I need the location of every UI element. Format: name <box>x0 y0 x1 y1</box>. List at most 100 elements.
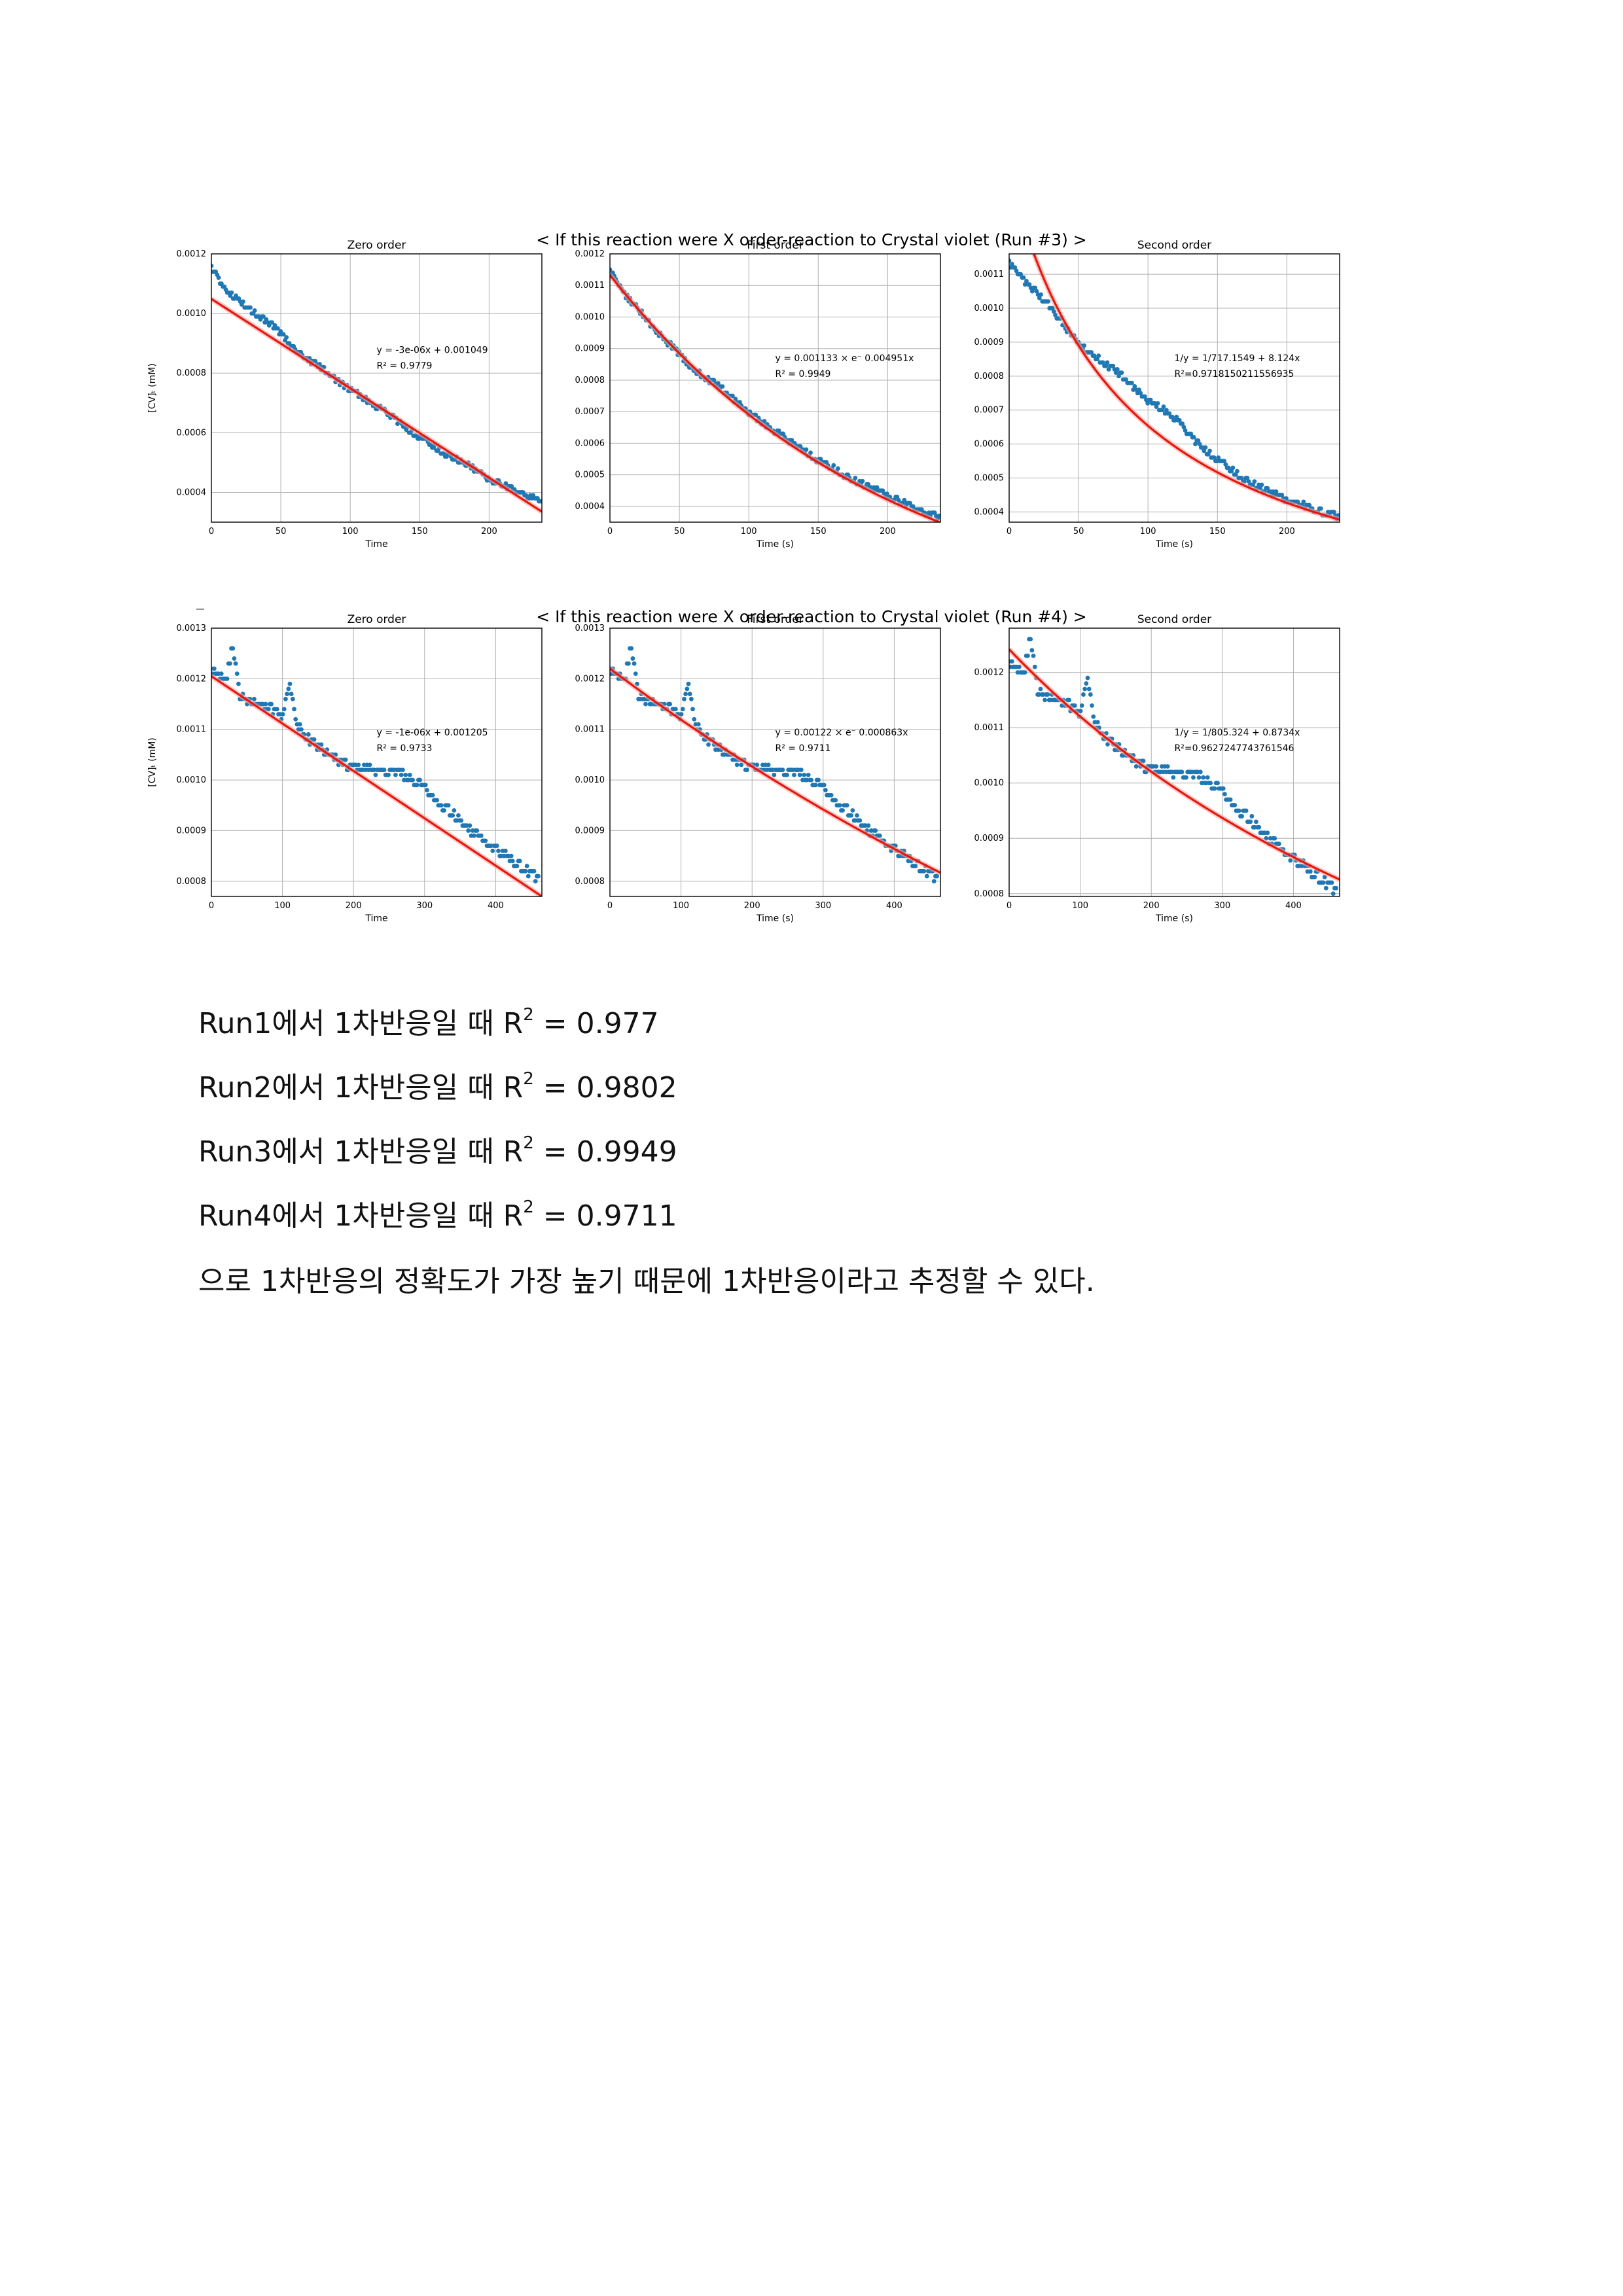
data-point <box>1323 885 1329 891</box>
data-point <box>274 707 279 712</box>
data-point <box>1085 675 1090 680</box>
data-point <box>813 783 818 788</box>
y-tick-label: 0.0011 <box>575 725 605 735</box>
x-tick-label: 0 <box>1007 901 1012 911</box>
data-point <box>400 768 405 773</box>
data-point <box>1307 503 1312 508</box>
data-point <box>1009 659 1014 664</box>
y-tick-label: 0.0010 <box>177 775 207 785</box>
fit-annotation: 1/y = 1/805.324 + 0.8734x <box>1175 728 1300 738</box>
y-tick-label: 0.0008 <box>575 877 605 887</box>
data-point <box>1078 709 1083 714</box>
x-tick-label: 100 <box>673 901 689 911</box>
data-point <box>1254 819 1258 824</box>
data-point <box>297 722 302 727</box>
x-axis-label: Time <box>365 539 387 550</box>
x-tick-label: 100 <box>741 527 757 537</box>
data-point <box>1257 824 1262 830</box>
data-point <box>1174 414 1179 419</box>
data-point <box>1137 387 1141 392</box>
data-point <box>1038 686 1043 692</box>
data-point <box>230 646 236 651</box>
data-point <box>629 646 634 651</box>
x-tick-label: 150 <box>810 527 827 537</box>
data-point <box>1067 698 1072 703</box>
data-point <box>850 808 855 813</box>
data-point <box>1045 692 1050 697</box>
y-tick-label: 0.0008 <box>177 877 207 887</box>
panel-title: Second order <box>1137 239 1211 252</box>
data-point <box>1334 885 1338 891</box>
fit-annotation: R²=0.9718150211556935 <box>1175 369 1294 380</box>
chart-panel: Second order 0 50 100 150 200 0.0004 0.0005 0.00… <box>974 239 1340 550</box>
y-axis-label: [CV]ₜ (mM) <box>147 363 158 413</box>
data-point <box>804 447 809 452</box>
figure-title-run3: < If this reaction were X order-reaction… <box>536 230 1087 249</box>
data-point <box>766 762 771 768</box>
y-tick-label: 0.0006 <box>177 428 207 438</box>
y-tick-label: 0.0010 <box>177 309 207 319</box>
x-axis-label: Time (s) <box>1155 913 1193 924</box>
data-point <box>772 772 777 777</box>
chart-panel: Zero order 0 50 100 150 200 0.0004 0.0006 0.0008… <box>147 239 543 550</box>
data-point <box>1202 448 1207 453</box>
data-point <box>1240 814 1244 819</box>
data-point <box>1154 764 1159 769</box>
data-point <box>1239 476 1244 480</box>
data-point <box>248 305 253 310</box>
data-point <box>706 742 711 747</box>
result-line-run2-prefix: Run2에서 1차반응일 때 R <box>198 1071 524 1104</box>
data-point <box>285 692 290 696</box>
data-point <box>263 701 268 707</box>
data-point <box>797 772 802 777</box>
data-point <box>503 481 508 486</box>
data-point <box>1216 455 1221 460</box>
x-tick-label: 200 <box>1279 527 1295 537</box>
data-point <box>1236 808 1241 813</box>
data-point <box>1160 408 1165 413</box>
data-point <box>508 853 514 858</box>
data-point <box>1197 442 1202 447</box>
data-point <box>692 716 697 722</box>
data-point <box>284 335 289 340</box>
x-axis-label: Time (s) <box>756 539 794 550</box>
y-tick-label: 0.0010 <box>974 304 1005 313</box>
fit-annotation: y = -1e-06x + 0.001205 <box>377 728 488 738</box>
data-point <box>414 783 419 788</box>
data-point <box>857 818 863 823</box>
data-point <box>224 676 230 681</box>
data-point <box>1205 775 1210 780</box>
data-point <box>1148 397 1153 402</box>
data-point <box>688 696 694 701</box>
data-point <box>1196 775 1202 780</box>
stray-dash <box>196 609 204 610</box>
data-point <box>514 864 520 868</box>
data-point <box>536 874 541 879</box>
x-axis-label: Time (s) <box>756 913 794 924</box>
y-tick-label: 0.0005 <box>974 474 1005 484</box>
data-point <box>792 772 796 777</box>
fit-line <box>610 667 940 874</box>
fit-annotation: R² = 0.9733 <box>377 743 433 754</box>
axes-frame <box>211 253 543 523</box>
data-point <box>1024 279 1029 283</box>
data-point <box>633 671 638 677</box>
data-point <box>270 320 275 325</box>
data-point <box>1079 703 1084 708</box>
data-point <box>1027 282 1032 287</box>
result-line-run2: Run2에서 1차반응일 때 R2 = 0.9802 <box>198 1064 677 1106</box>
result-line-run3: Run3에서 1차반응일 때 R2 = 0.9949 <box>198 1128 677 1170</box>
y-tick-label: 0.0010 <box>575 775 605 785</box>
data-point <box>407 772 412 777</box>
data-point <box>1205 451 1211 457</box>
data-point <box>1235 468 1240 474</box>
data-point <box>286 686 291 692</box>
y-tick-label: 0.0013 <box>575 624 605 633</box>
y-tick-label: 0.0011 <box>177 725 207 735</box>
data-point <box>687 692 692 696</box>
data-point <box>1016 664 1022 669</box>
data-point <box>299 727 304 732</box>
data-point <box>1301 499 1306 504</box>
data-point <box>1321 880 1326 885</box>
data-point <box>386 772 391 777</box>
